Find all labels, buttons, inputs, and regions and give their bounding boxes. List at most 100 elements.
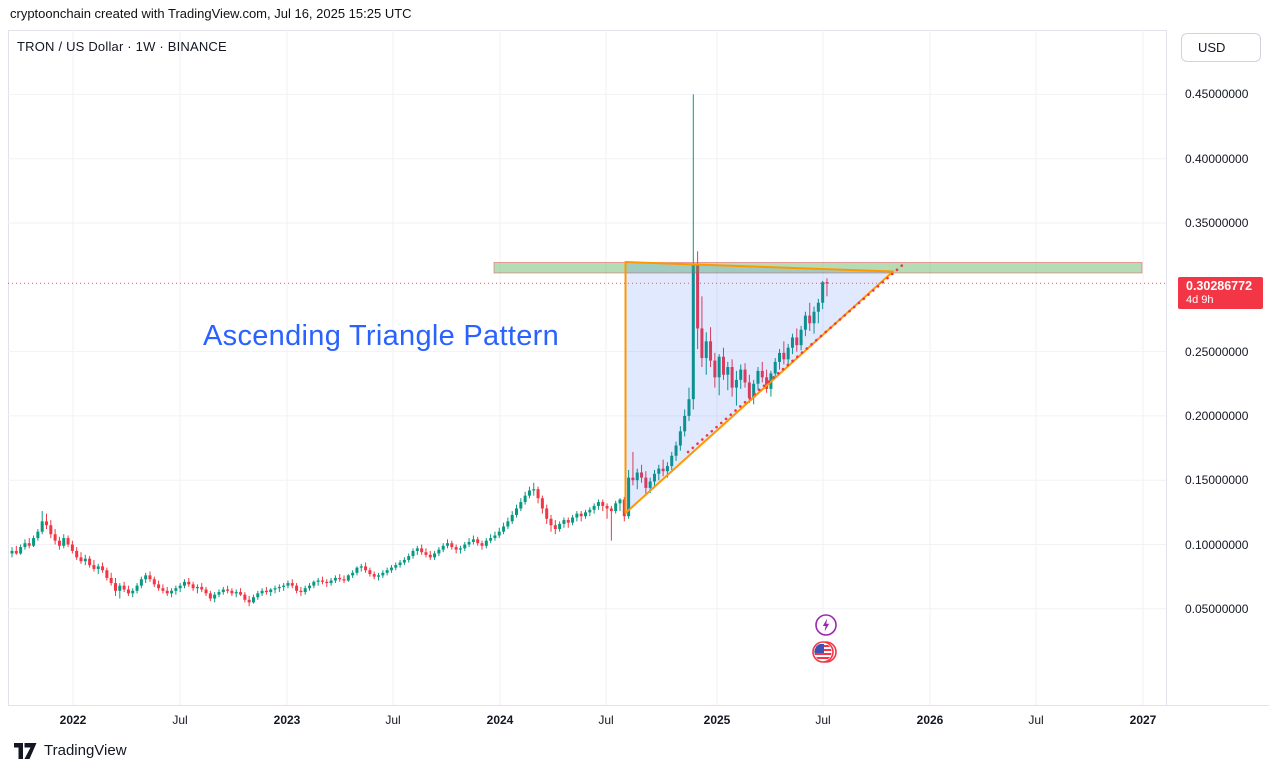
time-tick-label: Jul (598, 713, 614, 727)
candle-body (187, 581, 191, 585)
candle-body (622, 499, 626, 517)
time-tick-label: 2022 (59, 713, 87, 727)
candle-body (683, 415, 687, 432)
candle-body (467, 541, 471, 545)
candle-body (411, 550, 415, 557)
candle-body (282, 585, 286, 587)
candle-body (795, 337, 799, 346)
candle-body (260, 590, 264, 594)
candle-body (808, 315, 812, 324)
candle-body (182, 581, 186, 586)
symbol-legend[interactable]: TRON / US Dollar · 1W · BINANCE (17, 39, 227, 54)
candle-body (96, 566, 100, 569)
time-tick-label: 2026 (916, 713, 944, 727)
candle-body (678, 431, 682, 446)
candle-body (226, 589, 230, 591)
candle-body (221, 589, 225, 593)
candle-body (402, 559, 406, 563)
candle-body (571, 517, 575, 523)
candle-body (118, 585, 122, 591)
candle-body (398, 562, 402, 566)
candle-body (596, 502, 600, 506)
candle-body (721, 356, 725, 375)
last-price-badge: 0.30286772 4d 9h (1178, 277, 1263, 309)
candle-body (713, 360, 717, 378)
price-tick-label: 0.15000000 (1185, 473, 1249, 488)
candle-body (454, 547, 458, 550)
candle-body (816, 302, 820, 312)
candle-body (480, 543, 484, 546)
candle-body (139, 579, 143, 586)
candle-body (558, 523, 562, 530)
tradingview-wordmark: TradingView (44, 742, 127, 759)
time-tick-label: 2027 (1129, 713, 1157, 727)
time-axis[interactable]: 2022 Jul 2023 Jul 2024 Jul 2025 Jul 2026 Jul 2027 (8, 705, 1269, 735)
candle-body (523, 495, 527, 503)
candle-body (62, 538, 66, 546)
candle-body (14, 550, 18, 554)
lightning-event-icon[interactable] (814, 613, 838, 637)
candle-body (394, 565, 398, 568)
candle-body (247, 599, 251, 603)
candle-body (200, 586, 204, 590)
candle-body (70, 544, 74, 551)
candle-body (92, 565, 96, 569)
candle-body (717, 356, 721, 378)
candle-body (234, 592, 238, 594)
candle-body (381, 572, 385, 576)
candle-body (812, 311, 816, 324)
candle-body (338, 577, 342, 580)
tradingview-logo[interactable]: TradingView (14, 742, 127, 759)
resistance-zone[interactable] (493, 262, 1143, 274)
candle-body (579, 513, 583, 517)
candle-body (502, 526, 506, 532)
candle-body (786, 347, 790, 360)
candle-body (351, 572, 355, 576)
candle-body (66, 538, 70, 545)
price-tick-label: 0.45000000 (1185, 87, 1249, 102)
chart-frame (8, 30, 1269, 735)
candle-body (691, 265, 695, 400)
candle-body (450, 543, 454, 548)
currency-button[interactable]: USD (1181, 33, 1261, 62)
candle-body (157, 584, 161, 589)
candle-body (446, 543, 450, 546)
candle-body (364, 566, 368, 571)
candle-body (144, 575, 148, 580)
price-tick-label: 0.05000000 (1185, 601, 1249, 616)
candle-body (545, 508, 549, 519)
us-flag-event-icon[interactable] (811, 640, 837, 664)
time-tick-label: Jul (385, 713, 401, 727)
candle-body (515, 508, 519, 515)
time-tick-label: 2023 (273, 713, 301, 727)
candle-body (277, 586, 281, 589)
candle-body (760, 370, 764, 378)
candle-body (53, 534, 57, 541)
candle-body (170, 590, 174, 594)
price-axis[interactable]: USD 0.30286772 4d 9h 0.45000000 0.4000000… (1166, 30, 1269, 705)
candle-body (441, 545, 445, 550)
candle-body (10, 550, 14, 554)
price-tick-label: 0.10000000 (1185, 537, 1249, 552)
candle-body (437, 549, 441, 554)
candle-body (303, 588, 307, 593)
candle-body (618, 499, 622, 504)
candlestick-plot[interactable] (8, 30, 1166, 705)
candle-body (126, 589, 130, 594)
candle-body (372, 574, 376, 577)
candle-body (342, 579, 346, 581)
candle-body (83, 558, 87, 562)
candle-body (333, 577, 337, 581)
candle-body (773, 361, 777, 374)
ascending-triangle-drawing[interactable] (624, 261, 894, 514)
candle-body (377, 575, 381, 577)
candle-body (700, 328, 704, 359)
candle-body (631, 477, 635, 481)
dotted-trendline[interactable] (686, 260, 908, 454)
candle-body (415, 548, 419, 551)
time-tick-label: Jul (172, 713, 188, 727)
time-tick-label: 2025 (703, 713, 731, 727)
candle-body (230, 590, 234, 594)
candle-body (549, 518, 553, 526)
candle-body (709, 341, 713, 361)
